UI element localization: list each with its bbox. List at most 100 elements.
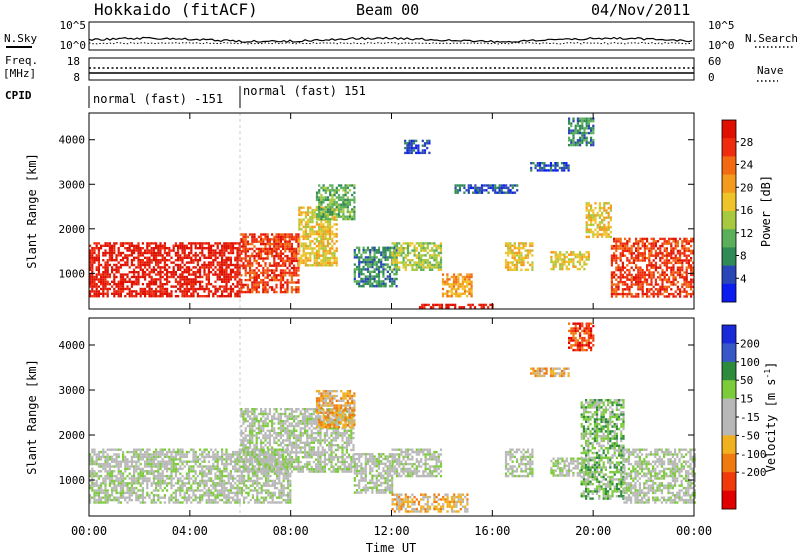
power-cell (185, 278, 188, 281)
power-cell (441, 287, 445, 291)
velocity-cell (177, 477, 180, 480)
power-cell (128, 287, 131, 291)
power-cell (417, 254, 421, 257)
power-cell (342, 208, 345, 211)
velocity-cell (139, 470, 142, 473)
power-cell (130, 292, 133, 295)
power-cell (576, 131, 579, 135)
velocity-cell (159, 484, 162, 487)
power-cell (322, 213, 325, 216)
power-cell (572, 134, 575, 137)
velocity-cell (102, 462, 105, 466)
power-cell (395, 259, 399, 262)
velocity-cell (216, 462, 219, 466)
power-cell (626, 247, 629, 250)
power-y-axis-label: Slant Range [km] (25, 153, 39, 269)
power-cell (119, 251, 122, 255)
velocity-cell (196, 496, 199, 499)
power-cell (205, 256, 208, 259)
power-cell (126, 242, 129, 245)
power-cell (335, 249, 338, 253)
power-cell (451, 303, 455, 307)
velocity-cell (155, 489, 158, 492)
power-cell (676, 273, 679, 277)
power-cell (509, 247, 512, 250)
power-cell (613, 240, 616, 243)
velocity-cell (188, 496, 191, 499)
power-cell (155, 278, 158, 281)
power-cell (144, 295, 147, 298)
power-cell (559, 251, 562, 254)
power-cell (568, 117, 571, 120)
power-cell (315, 230, 318, 233)
power-cell (216, 290, 219, 293)
power-cell (353, 184, 356, 187)
power-cell (277, 245, 280, 248)
power-cell (117, 290, 120, 293)
power-cell (406, 247, 410, 250)
power-cell (318, 242, 321, 245)
power-cell (139, 254, 142, 257)
power-cell (324, 261, 327, 265)
velocity-cell (139, 482, 142, 485)
power-cell (615, 268, 618, 272)
power-cell (360, 285, 363, 288)
power-cell (598, 233, 601, 236)
power-cell (102, 259, 105, 262)
power-cell (104, 275, 107, 279)
power-cell (398, 266, 401, 269)
power-cell (574, 124, 577, 128)
power-cell (253, 250, 256, 253)
power-cell (364, 277, 367, 281)
power-cell (526, 268, 530, 271)
power-cell (119, 290, 122, 293)
velocity-cell (190, 489, 193, 492)
velocity-cell (207, 486, 210, 490)
power-cell (318, 254, 321, 257)
power-cell (609, 216, 612, 219)
power-cell (185, 271, 188, 274)
power-cell (133, 275, 136, 279)
power-cell (288, 274, 291, 277)
power-cell (335, 196, 338, 199)
power-cell (648, 290, 651, 293)
power-cell (221, 268, 224, 271)
power-cell (522, 244, 525, 247)
power-cell (522, 247, 525, 250)
power-cell (113, 249, 116, 252)
power-cell (286, 242, 289, 246)
power-cell (637, 285, 640, 289)
power-cell (554, 162, 557, 165)
power-cell (157, 266, 160, 269)
power-cell (155, 263, 158, 267)
power-cell (670, 256, 673, 260)
power-cell (141, 292, 144, 295)
power-cell (139, 275, 142, 279)
power-cell (428, 266, 432, 269)
velocity-cell (93, 496, 96, 499)
power-colorbar-segment (722, 229, 736, 248)
power-cell (617, 283, 620, 286)
power-cell (91, 280, 94, 283)
power-cell (610, 292, 613, 296)
velocity-cell (113, 496, 116, 499)
power-cell (590, 139, 593, 142)
power-cell (122, 251, 125, 255)
power-cell (326, 244, 329, 248)
velocity-cell (108, 482, 111, 485)
power-cell (311, 216, 314, 219)
velocity-cell (159, 455, 162, 459)
power-cell (320, 225, 323, 229)
velocity-cell (234, 453, 237, 456)
velocity-cell (196, 501, 199, 504)
velocity-cell (185, 496, 188, 499)
velocity-cell (236, 484, 239, 487)
power-cell (155, 251, 158, 255)
power-cell (461, 184, 464, 187)
power-cell (552, 251, 555, 254)
power-cell (384, 268, 387, 271)
velocity-cell (100, 455, 103, 459)
power-cell (161, 285, 164, 288)
velocity-cell (223, 501, 226, 504)
power-cell (277, 242, 280, 246)
